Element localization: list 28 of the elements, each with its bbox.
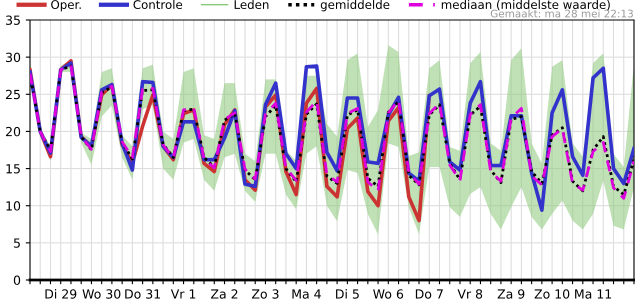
y-tick-label: 35 [6,15,20,25]
x-tick-label: Wo 6 [373,289,404,299]
legend-label: Controle [133,0,182,10]
y-tick-label: 30 [6,52,20,62]
x-tick-label: Za 2 [210,289,238,299]
legend-label: gemiddelde [320,0,390,12]
x-tick-label: Za 9 [498,289,524,299]
legend-label: mediaan (middelste waarde) [442,0,610,10]
y-tick-label: 0 [14,275,20,285]
y-tick-label: 15 [6,164,20,174]
y-tick-label: 20 [6,126,20,136]
x-tick-label: Di 29 [45,289,76,299]
x-tick-label: Do 31 [125,289,160,299]
y-tick-label: 25 [6,90,20,100]
x-tick-label: Zo 10 [534,289,570,299]
x-tick-label: Vr 8 [457,289,482,299]
x-tick-label: Wo 30 [82,289,120,299]
x-tick-label: Di 5 [336,289,359,299]
legend-label: Oper. [51,0,81,12]
y-tick-label: 10 [6,201,20,211]
x-tick-label: Zo 3 [252,289,279,299]
legend-label: Leden [234,0,268,10]
x-tick-label: Do 7 [416,289,443,299]
x-tick-label: Ma 4 [292,289,321,299]
text: Gemaakt: ma 28 mei 22:13 [490,9,633,18]
x-tick-label: Ma 11 [575,289,612,299]
x-tick-label: Vr 1 [170,289,196,299]
y-tick-label: 5 [14,238,20,248]
